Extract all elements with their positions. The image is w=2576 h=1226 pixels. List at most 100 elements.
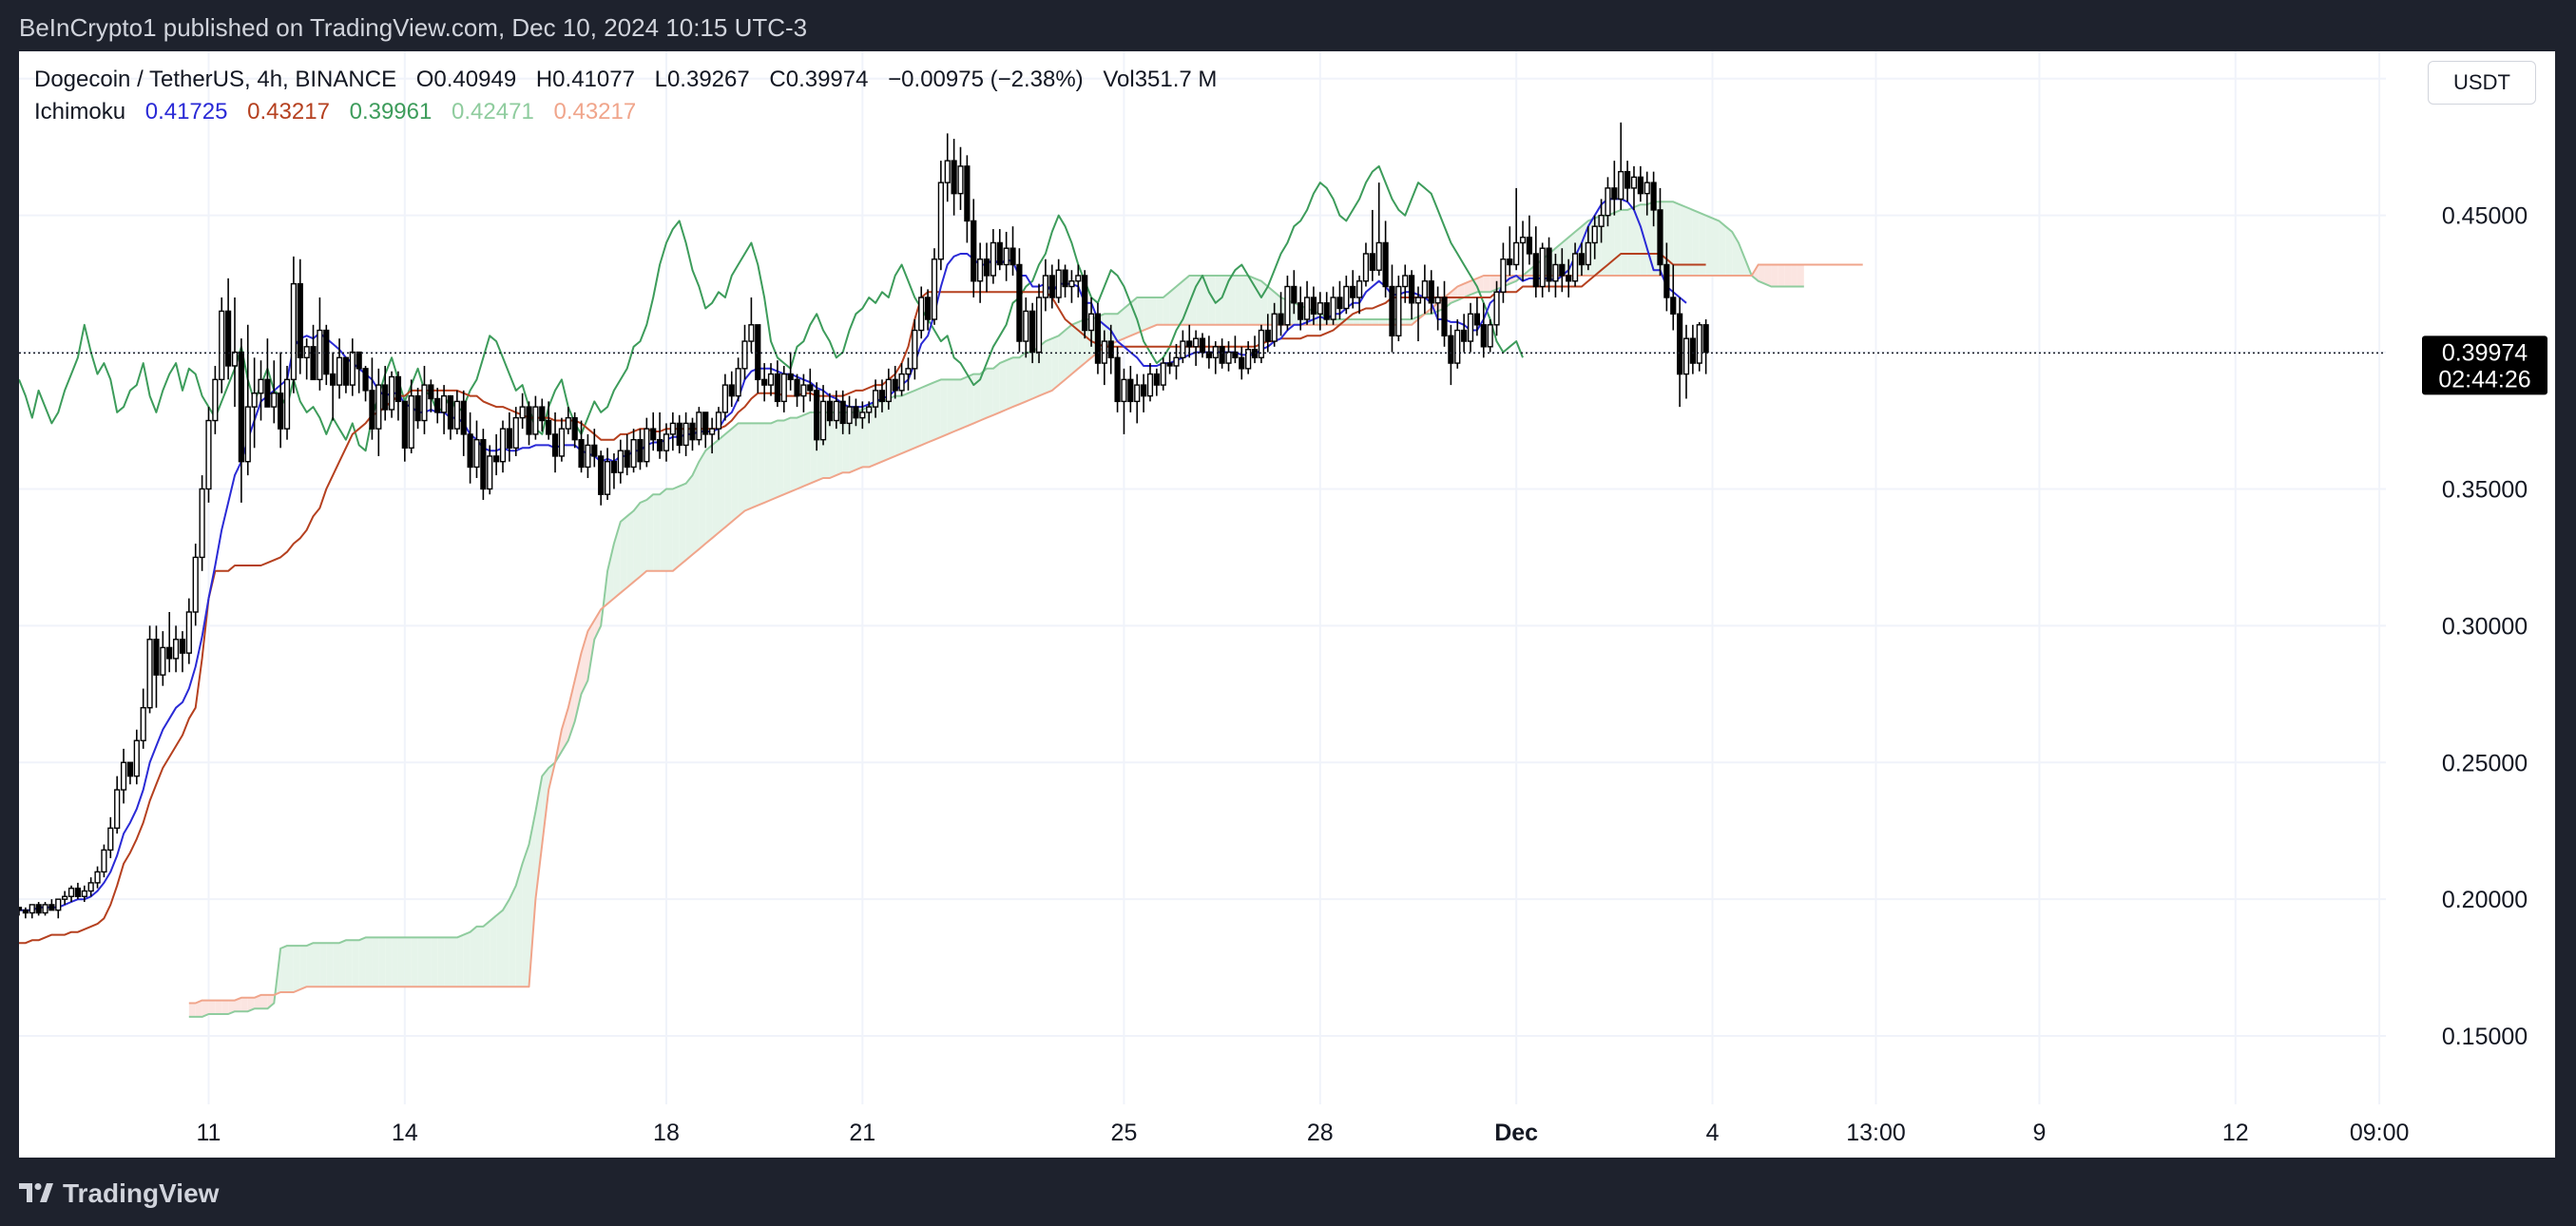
- cloud-segment: [999, 360, 1007, 412]
- cloud-segment: [1483, 275, 1490, 293]
- candle-body: [565, 416, 571, 430]
- currency-button[interactable]: USDT: [2428, 61, 2536, 105]
- ohlc-high: H0.41077: [535, 67, 635, 92]
- candle-body: [179, 639, 186, 654]
- candle-body: [467, 433, 473, 469]
- cloud-segment: [1196, 275, 1202, 325]
- cloud-segment: [836, 412, 843, 476]
- chart-panel[interactable]: 0.150000.200000.250000.300000.350000.400…: [19, 51, 2555, 1158]
- cloud-segment: [1791, 264, 1797, 287]
- candle-body: [663, 433, 670, 451]
- candle-body: [585, 444, 591, 469]
- candle-body: [846, 406, 853, 425]
- candle-body: [1566, 275, 1572, 282]
- chart-svg[interactable]: 0.150000.200000.250000.300000.350000.400…: [19, 51, 2555, 1158]
- tradingview-branding[interactable]: TradingView: [19, 1178, 219, 1209]
- cloud-segment: [1019, 352, 1027, 405]
- cloud-segment: [431, 937, 438, 987]
- cloud-segment: [287, 946, 294, 993]
- cloud-segment: [862, 407, 870, 468]
- candle-body: [1087, 313, 1095, 332]
- cloud-segment: [1705, 215, 1713, 276]
- y-tick-label: 0.25000: [2442, 750, 2528, 776]
- cloud-segment: [313, 943, 320, 987]
- candle-body: [1650, 182, 1657, 211]
- candle-body: [1146, 373, 1154, 397]
- candle-body: [1539, 247, 1546, 288]
- cloud-segment: [221, 1000, 229, 1015]
- candle-body: [1637, 176, 1644, 195]
- candle-body: [957, 165, 964, 195]
- candle-body: [356, 351, 362, 370]
- candle-body: [428, 384, 434, 400]
- candle-body: [1546, 247, 1552, 282]
- candle-body: [571, 416, 578, 441]
- candle-body: [1663, 263, 1670, 298]
- candle-body: [1421, 280, 1428, 298]
- cloud-segment: [1026, 352, 1033, 402]
- ohlc-low: L0.39267: [654, 67, 750, 92]
- candle-body: [702, 412, 709, 435]
- cloud-segment: [280, 946, 288, 993]
- cloud-segment: [705, 445, 713, 545]
- x-tick-label: 18: [653, 1120, 680, 1146]
- candle-body: [1035, 297, 1043, 354]
- candle-body: [1473, 313, 1481, 326]
- candle-body: [1330, 297, 1336, 320]
- candle-body: [146, 639, 153, 709]
- candle-body: [244, 406, 251, 463]
- cloud-segment: [1333, 319, 1340, 325]
- cloud-segment: [1104, 314, 1111, 347]
- cloud-segment: [1457, 283, 1465, 300]
- price-tag-bg: [2422, 335, 2547, 395]
- ichimoku-cloud: [188, 201, 1804, 1017]
- candle-body: [1160, 362, 1166, 386]
- candle-body: [278, 393, 284, 430]
- candle-body: [336, 356, 343, 386]
- cloud-segment: [444, 937, 451, 987]
- candle-body: [1042, 275, 1049, 298]
- cloud-segment: [417, 937, 425, 987]
- candle-body: [977, 259, 984, 282]
- candle-body: [231, 351, 239, 367]
- candle-body: [774, 373, 781, 403]
- candle-body: [512, 416, 519, 449]
- candle-body: [160, 646, 166, 676]
- cloud-segment: [483, 921, 490, 987]
- cloud-segment: [529, 812, 536, 987]
- candle-body: [1239, 356, 1245, 370]
- candle-body: [1245, 348, 1252, 370]
- candle-body: [787, 373, 794, 381]
- cloud-segment: [1633, 204, 1641, 276]
- cloud-segment: [503, 899, 509, 987]
- candle-body: [29, 904, 35, 914]
- x-tick-label: 28: [1307, 1120, 1334, 1146]
- indicator-name[interactable]: Ichimoku: [34, 99, 126, 125]
- lagging-value: 0.39961: [349, 99, 433, 125]
- cloud-segment: [1365, 319, 1373, 325]
- cloud-segment: [665, 488, 673, 571]
- candle-body: [819, 400, 827, 441]
- cloud-segment: [646, 494, 654, 571]
- candle-body: [1009, 247, 1016, 266]
- cloud-segment: [397, 937, 405, 987]
- cloud-segment: [306, 943, 314, 987]
- cloud-segment: [260, 994, 268, 1009]
- candle-body: [892, 378, 898, 392]
- symbol-name[interactable]: Dogecoin / TetherUS, 4h, BINANCE: [34, 67, 397, 92]
- candle-body: [1258, 329, 1265, 359]
- cloud-segment: [653, 494, 661, 571]
- cloud-segment: [1163, 292, 1170, 325]
- candle-body: [1585, 241, 1591, 266]
- candle-body: [192, 556, 199, 613]
- candle-body: [362, 368, 369, 392]
- cloud-segment: [1065, 324, 1072, 380]
- cloud-segment: [1614, 209, 1622, 276]
- cloud-segment: [326, 943, 334, 987]
- cloud-segment: [712, 439, 719, 539]
- candle-body: [317, 329, 323, 381]
- cloud-segment: [1149, 297, 1157, 328]
- cloud-segment: [1764, 264, 1772, 287]
- candle-body: [1480, 324, 1487, 348]
- cloud-segment: [758, 423, 765, 506]
